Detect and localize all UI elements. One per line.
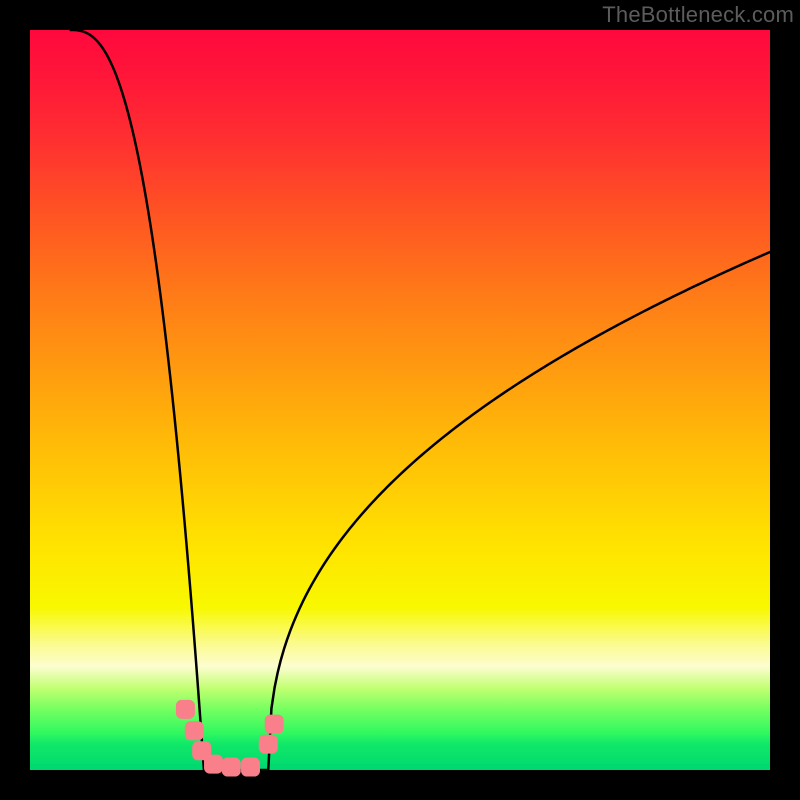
- bottom-green-band: [30, 764, 770, 770]
- bottleneck-chart: [0, 0, 800, 800]
- marker-point: [222, 758, 241, 777]
- marker-point: [185, 721, 204, 740]
- marker-point: [241, 758, 260, 777]
- gradient-background: [30, 30, 770, 770]
- marker-point: [259, 735, 278, 754]
- marker-point: [176, 700, 195, 719]
- marker-point: [204, 755, 223, 774]
- watermark-text: TheBottleneck.com: [602, 2, 794, 28]
- marker-point: [265, 715, 284, 734]
- chart-canvas: TheBottleneck.com: [0, 0, 800, 800]
